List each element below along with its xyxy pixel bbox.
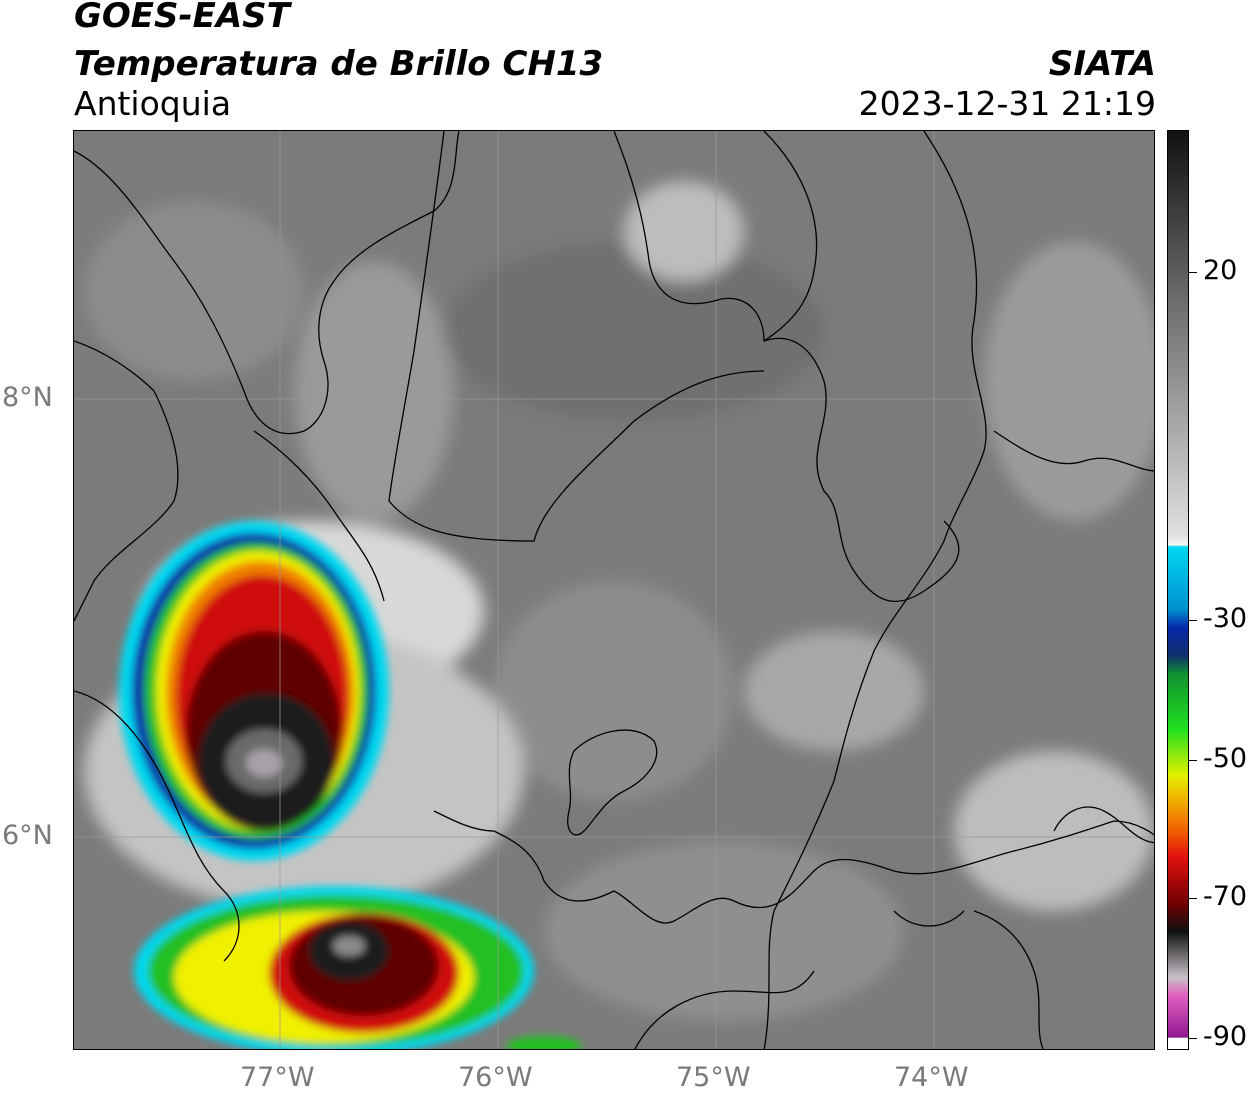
storm-cell-north xyxy=(119,521,389,861)
temperature-colorbar xyxy=(1167,130,1189,1050)
lat-label-8n: 8°N xyxy=(2,382,53,413)
product-title: Temperatura de Brillo CH13 xyxy=(74,44,604,84)
region-label: Antioquia xyxy=(74,84,232,123)
satellite-map xyxy=(73,130,1155,1050)
satellite-title: GOES-EAST xyxy=(74,0,290,36)
boundaries xyxy=(74,131,1154,1049)
colorbar-label-20: 20 xyxy=(1203,255,1238,286)
colorbar-tick xyxy=(1189,760,1197,761)
colorbar-tick xyxy=(1189,1038,1197,1039)
timestamp-label: 2023-12-31 21:19 xyxy=(858,84,1156,123)
colorbar-tick xyxy=(1189,898,1197,899)
colorbar-tick xyxy=(1189,272,1197,273)
storm-cell-south xyxy=(134,886,582,1049)
colorbar-label-minus50: -50 xyxy=(1203,743,1248,774)
colorbar-tick xyxy=(1189,620,1197,621)
colorbar-label-minus90: -90 xyxy=(1203,1021,1248,1052)
organization-label: SIATA xyxy=(1048,44,1156,84)
lon-label-77w: 77°W xyxy=(240,1062,315,1093)
graticule xyxy=(74,131,1154,1049)
lon-label-74w: 74°W xyxy=(894,1062,969,1093)
lat-label-6n: 6°N xyxy=(2,820,53,851)
lon-label-76w: 76°W xyxy=(458,1062,533,1093)
colorbar-label-minus70: -70 xyxy=(1203,881,1248,912)
colorbar-label-minus30: -30 xyxy=(1203,603,1248,634)
lon-label-75w: 75°W xyxy=(676,1062,751,1093)
